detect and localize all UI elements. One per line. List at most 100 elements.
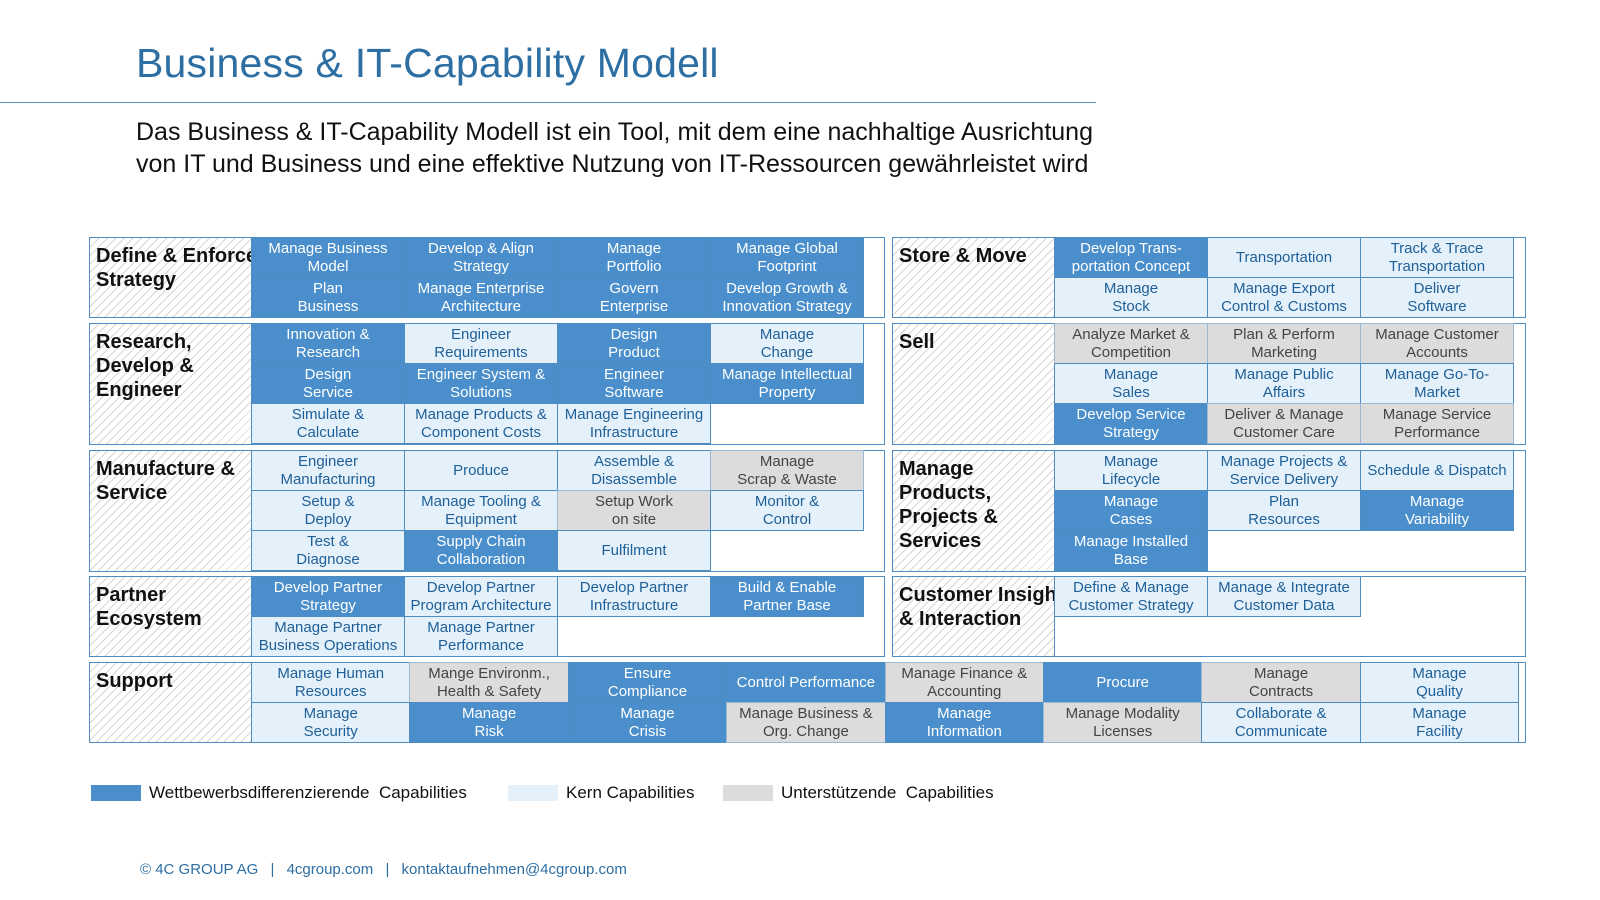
capability-manage-security: Manage Security [251,702,411,743]
capability-manage-service-performance: Manage Service Performance [1360,403,1514,444]
capability-develop-partner-strategy: Develop Partner Strategy [251,576,405,617]
capability-manage-installed-base: Manage Installed Base [1054,530,1208,571]
capability-manage-customer-accounts: Manage Customer Accounts [1360,323,1514,364]
capability-manage-tooling-equipment: Manage Tooling & Equipment [404,490,558,531]
capability-design-product: Design Product [557,323,711,364]
capability-track-trace-transportation: Track & Trace Transportation [1360,237,1514,278]
footer-separator: | [385,861,390,878]
capability-build-enable-partner-base: Build & Enable Partner Base [710,576,864,617]
group-manage-products-projects-services: Manage Products, Projects & Services Man… [892,450,1526,572]
group-label: Sell [899,331,935,353]
subtitle-line-2: von IT und Business und eine effektive N… [136,150,1089,178]
capability-manage-lifecycle: Manage Lifecycle [1054,450,1208,491]
group-store-move: Store & Move Develop Trans- portation Co… [892,237,1526,318]
group-define-enforce-strategy: Define & Enforce Strategy Manage Busines… [89,237,885,318]
group-label: Manufacture & Service [96,458,235,504]
capability-deliver-manage-customer-care: Deliver & Manage Customer Care [1207,403,1361,444]
capability-manage-contracts: Manage Contracts [1201,662,1361,703]
capability-manage-business-org-change: Manage Business & Org. Change [726,702,886,743]
capability-manage-go-to-market: Manage Go-To- Market [1360,363,1514,404]
capability-manage-facility: Manage Facility [1359,702,1520,743]
capability-manage-enterprise-architecture: Manage Enterprise Architecture [404,277,558,318]
capability-manage-global-footprint: Manage Global Footprint [710,237,864,278]
group-sell: Sell Analyze Market & Competition Plan & … [892,323,1526,445]
capability-manage-human-resources: Manage Human Resources [251,662,411,703]
capability-govern-enterprise: Govern Enterprise [557,277,711,318]
legend-swatch-differentiating [91,785,141,801]
page-title: Business & IT-Capability Modell [136,40,719,86]
group-label-area [893,238,1055,317]
footer-website-link[interactable]: 4cgroup.com [286,861,374,878]
group-label-area [90,238,252,317]
capability-deliver-software: Deliver Software [1360,277,1514,318]
capability-innovation-research: Innovation & Research [251,323,405,364]
group-label-area [90,451,252,571]
capability-manage-crisis: Manage Crisis [567,702,728,743]
capability-test-diagnose: Test & Diagnose [251,530,405,571]
capability-setup-work-on-site: Setup Work on site [557,490,711,531]
capability-develop-partner-program-architecture: Develop Partner Program Architecture [404,576,558,617]
footer: © 4C GROUP AG | 4cgroup.com | kontaktauf… [140,861,627,878]
capability-manage-portfolio: Manage Portfolio [557,237,711,278]
footer-separator: | [270,861,275,878]
group-label: Customer Insight & Interaction [899,584,1064,630]
capability-supply-chain-collaboration: Supply Chain Collaboration [404,530,558,571]
capability-engineer-manufacturing: Engineer Manufacturing [251,450,405,491]
capability-develop-partner-infrastructure: Develop Partner Infrastructure [557,576,711,617]
group-label: Store & Move [899,245,1027,267]
capability-manage-stock: Manage Stock [1054,277,1208,318]
legend-swatch-core [508,785,558,801]
footer-copyright: © 4C GROUP AG [140,861,259,878]
capability-manage-public-affairs: Manage Public Affairs [1207,363,1361,404]
legend-label: Unterstützende Capabilities [781,783,994,802]
group-label: Research, Develop & Engineer [96,331,194,401]
group-research-develop-engineer: Research, Develop & Engineer Innovation … [89,323,885,445]
group-label-area [893,451,1055,571]
capability-develop-align-strategy: Develop & Align Strategy [404,237,558,278]
legend-item-kern: Kern Capabilities [508,783,695,803]
group-manufacture-service: Manufacture & Service Engineer Manufactu… [89,450,885,572]
capability-engineer-requirements: Engineer Requirements [404,323,558,364]
capability-manage-modality-licenses: Manage Modality Licenses [1043,702,1203,743]
capability-manage-business-model: Manage Business Model [251,237,405,278]
capability-manage-export-control-customs: Manage Export Control & Customs [1207,277,1361,318]
capability-engineer-system-solutions: Engineer System & Solutions [404,363,558,404]
capability-plan-resources: Plan Resources [1207,490,1361,531]
capability-simulate-calculate: Simulate & Calculate [251,403,405,444]
group-partner-ecosystem: Partner Ecosystem Develop Partner Strate… [89,576,885,657]
legend-item-wettbewerbsdifferenzierend: Wettbewerbsdifferenzierende Capabilities [91,783,467,803]
capability-engineer-software: Engineer Software [557,363,711,404]
legend-swatch-supporting [723,785,773,801]
capability-collaborate-communicate: Collaborate & Communicate [1201,702,1361,743]
capability-manage-partner-performance: Manage Partner Performance [404,616,558,657]
capability-plan-perform-marketing: Plan & Perform Marketing [1207,323,1361,364]
footer-email-link[interactable]: kontaktaufnehmen@4cgroup.com [401,861,627,878]
title-divider [0,102,1096,103]
capability-manage-information: Manage Information [884,702,1044,743]
capability-setup-deploy: Setup & Deploy [251,490,405,531]
capability-monitor-control: Monitor & Control [710,490,864,531]
capability-plan-business: Plan Business [251,277,405,318]
capability-manage-quality: Manage Quality [1359,662,1520,703]
capability-design-service: Design Service [251,363,405,404]
capability-control-performance: Control Performance [726,662,886,703]
capability-develop-service-strategy: Develop Service Strategy [1054,403,1208,444]
capability-analyze-market-competition: Analyze Market & Competition [1054,323,1208,364]
capability-manage-risk: Manage Risk [409,702,569,743]
capability-develop-growth-innovation-strategy: Develop Growth & Innovation Strategy [710,277,864,318]
capability-manage-engineering-infrastructure: Manage Engineering Infrastructure [557,403,711,444]
capability-ensure-compliance: Ensure Compliance [567,662,728,703]
capability-define-manage-customer-strategy: Define & Manage Customer Strategy [1054,576,1208,617]
group-label: Manage Products, Projects & Services [899,458,998,552]
page-subtitle: Das Business & IT-Capability Modell ist … [136,116,1336,180]
legend-item-unterstuetzend: Unterstützende Capabilities [723,783,994,803]
capability-manage-scrap-waste: Manage Scrap & Waste [710,450,864,491]
legend-label: Kern Capabilities [566,783,695,802]
capability-manage-sales: Manage Sales [1054,363,1208,404]
group-label: Partner Ecosystem [96,584,202,630]
capability-fulfilment: Fulfilment [557,530,711,571]
capability-mange-environm-health-safety: Mange Environm., Health & Safety [409,662,569,703]
capability-procure: Procure [1043,662,1203,703]
group-support: Support Manage Human Resources Mange Envi… [89,662,1526,743]
group-label-area [90,577,252,656]
